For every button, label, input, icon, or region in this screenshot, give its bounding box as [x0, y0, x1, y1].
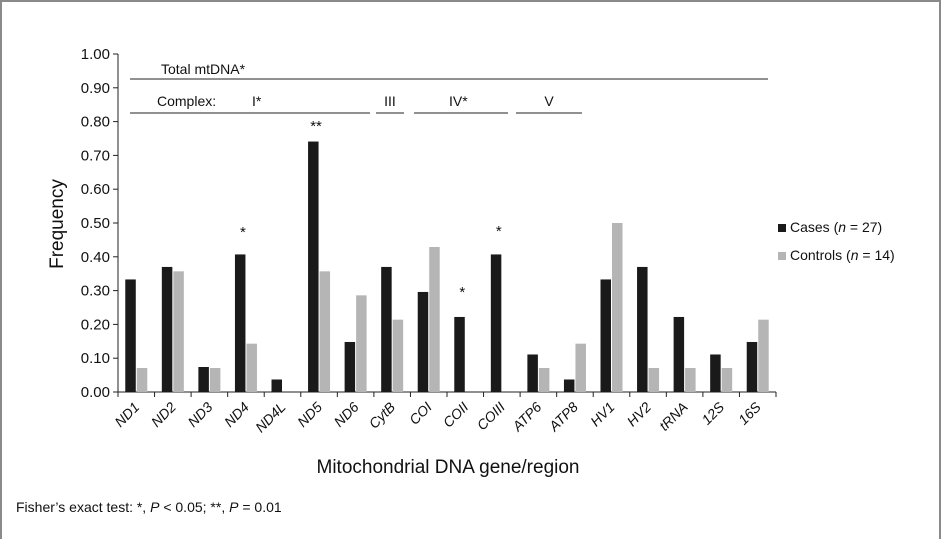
annotation-complex-v: V — [544, 93, 554, 109]
footnote-p1: P — [150, 499, 160, 515]
y-tick-label: 0.70 — [81, 147, 110, 164]
legend-swatch-cases — [778, 224, 786, 232]
x-tick-label: 12S — [698, 398, 727, 427]
annotation-complex-label: Complex: — [157, 93, 216, 109]
bar-cases-nd4 — [234, 254, 246, 392]
bar-controls-nd5 — [319, 271, 331, 392]
bar-controls-nd3 — [209, 368, 221, 392]
x-tick-label: ND4L — [252, 399, 289, 436]
y-tick-label: 0.50 — [81, 215, 110, 232]
annotation-complex-i: I* — [252, 93, 262, 109]
bar-cases-coiii — [490, 254, 502, 392]
bar-controls-12s — [721, 368, 733, 392]
x-axis-title: Mitochondrial DNA gene/region — [317, 457, 580, 478]
x-tick-label: tRNA — [656, 399, 691, 434]
y-tick-label: 0.30 — [81, 283, 110, 300]
y-tick-label: 0.40 — [81, 249, 110, 266]
bar-cases-cytb — [381, 266, 392, 392]
x-tick-label: COIII — [474, 399, 508, 433]
x-tick-label: ND3 — [184, 399, 215, 430]
bar-cases-12s — [710, 354, 721, 392]
annotation-total-mtdna: Total mtDNA* — [161, 61, 246, 77]
x-tick-label: ATP8 — [545, 399, 581, 435]
bar-controls-nd4 — [246, 343, 257, 392]
bar-cases-hv2 — [637, 266, 648, 392]
bar-controls-cytb — [392, 319, 404, 392]
bar-controls-hv2 — [648, 368, 660, 392]
x-tick-label: ND6 — [331, 399, 362, 430]
y-tick-label: 0.60 — [81, 181, 110, 198]
bar-cases-nd4l — [271, 379, 282, 392]
x-tick-label: ND2 — [148, 399, 179, 430]
x-tick-label: HV2 — [624, 399, 655, 430]
footnote-suffix: = 0.01 — [238, 499, 282, 515]
x-tick-label: 16S — [735, 398, 764, 427]
y-tick-label: 0.80 — [81, 114, 110, 131]
bar-controls-nd2 — [173, 271, 184, 392]
footnote: Fisher’s exact test: *, P < 0.05; **, P … — [16, 499, 282, 515]
x-tick-label: ND1 — [111, 399, 142, 430]
bar-cases-16s — [746, 341, 758, 392]
legend-swatch-controls — [778, 252, 786, 260]
bar-cases-coi — [417, 291, 429, 392]
bar-cases-hv1 — [600, 279, 611, 392]
bar-cases-atp6 — [527, 354, 538, 392]
x-tick-label: ATP6 — [508, 399, 544, 435]
bar-controls-atp6 — [538, 368, 550, 392]
bar-cases-nd3 — [198, 366, 209, 392]
bar-cases-nd1 — [125, 279, 136, 392]
footnote-mid: < 0.05; **, — [159, 499, 230, 515]
bar-cases-coii — [454, 316, 465, 392]
x-tick-label: ND4 — [221, 399, 252, 430]
significance-mark: * — [496, 223, 502, 240]
footnote-prefix: Fisher’s exact test: *, — [16, 499, 151, 515]
bar-controls-atp8 — [575, 343, 586, 392]
x-tick-label: COII — [440, 399, 472, 431]
bar-controls-hv1 — [612, 223, 623, 392]
significance-mark: * — [240, 224, 246, 241]
y-tick-label: 0.00 — [81, 384, 110, 401]
bar-controls-nd6 — [356, 295, 367, 392]
bar-cases-nd6 — [344, 341, 356, 392]
x-tick-label: HV1 — [587, 399, 618, 430]
y-tick-label: 0.20 — [81, 316, 110, 333]
y-tick-label: 0.10 — [81, 350, 110, 367]
legend-label-cases: Cases (n = 27) — [790, 219, 882, 235]
significance-mark: ** — [310, 118, 322, 135]
bar-controls-coi — [429, 246, 440, 392]
x-tick-label: ND5 — [294, 399, 325, 430]
annotation-complex-iv: IV* — [449, 93, 468, 109]
bar-controls-nd1 — [136, 368, 148, 392]
x-tick-label: COI — [406, 399, 435, 428]
bar-cases-nd2 — [161, 266, 173, 392]
y-axis-title: Frequency — [47, 179, 68, 269]
bar-controls-16s — [758, 319, 769, 392]
bar-controls-trna — [685, 368, 696, 392]
x-tick-label: CytB — [366, 399, 399, 432]
legend-label-controls: Controls (n = 14) — [790, 247, 895, 263]
bar-cases-trna — [673, 316, 685, 392]
footnote-p2: P — [229, 499, 239, 515]
significance-mark: * — [459, 284, 465, 301]
y-tick-label: 0.90 — [81, 80, 110, 97]
bar-cases-nd5 — [308, 141, 319, 392]
bar-cases-atp8 — [563, 379, 575, 392]
y-tick-label: 1.00 — [81, 46, 110, 63]
annotation-complex-iii: III — [384, 93, 396, 109]
